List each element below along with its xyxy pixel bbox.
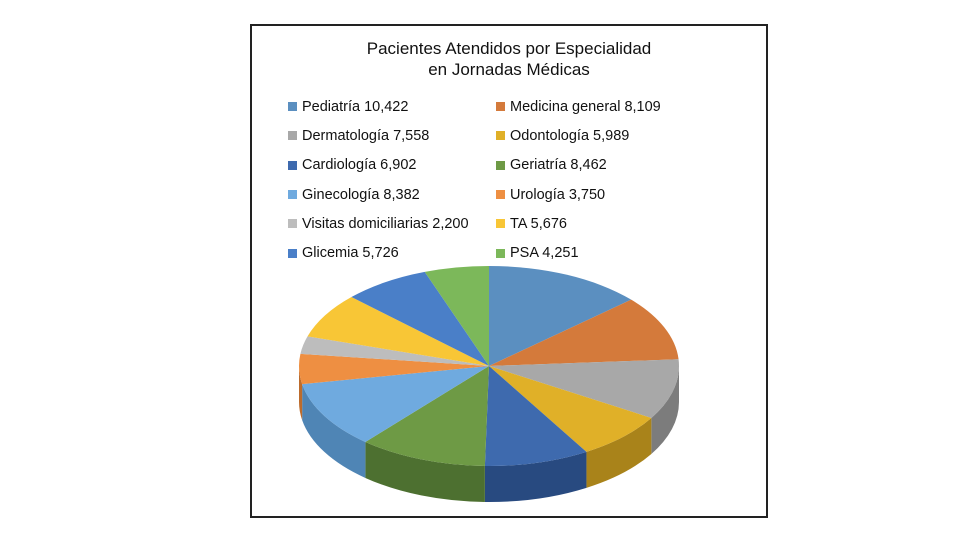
pie-slice-side [302,384,366,478]
pie-slice-side [299,366,303,421]
pie-slice [307,297,489,366]
chart-frame: Pacientes Atendidos por Especialidad en … [250,24,768,518]
legend-item: Cardiología 6,902 [288,151,494,180]
legend-label: Ginecología 8,382 [302,186,420,203]
pie-slice [302,366,489,442]
pie-slice [351,271,489,366]
pie-slice-side [651,366,679,454]
legend-label: Geriatría 8,462 [510,157,607,174]
pie-sides [299,366,679,503]
legend-item: TA 5,676 [496,209,702,238]
legend-swatch [496,102,505,112]
legend-item: Glicemia 5,726 [288,238,494,267]
legend-swatch [496,190,505,200]
legend-item: Urología 3,750 [496,180,702,209]
legend-label: PSA 4,251 [510,245,579,262]
legend-item: Dermatología 7,558 [288,121,494,150]
pie-slice [300,336,489,366]
legend-label: Odontología 5,989 [510,127,630,144]
pie-tops [299,266,679,467]
pie-slice [299,353,489,385]
pie-chart [299,266,679,503]
legend-item: Geriatría 8,462 [496,151,702,180]
legend-swatch [288,190,297,200]
legend-label: Cardiología 6,902 [302,157,417,174]
legend-label: Visitas domiciliarias 2,200 [302,215,469,232]
pie-slice-side [484,451,587,503]
legend-swatch [288,160,297,170]
pie-slice [484,366,587,467]
pie-slice-side [586,417,652,488]
pie-slice [489,266,632,366]
chart-title-line2: en Jornadas Médicas [428,60,590,79]
legend-swatch [496,248,505,258]
legend-label: Urología 3,750 [510,186,606,203]
legend-label: Glicemia 5,726 [302,245,399,262]
legend-label: Medicina general 8,109 [510,98,661,115]
chart-title: Pacientes Atendidos por Especialidad en … [252,38,766,80]
pie-slice [489,366,652,452]
legend-item: Odontología 5,989 [496,121,702,150]
legend-item: Visitas domiciliarias 2,200 [288,209,494,238]
legend-swatch [288,219,297,229]
legend-swatch [496,131,505,141]
legend-swatch [288,102,297,112]
legend-item: PSA 4,251 [496,238,702,267]
pie-slice [489,299,679,366]
legend: Pediatría 10,422 Medicina general 8,109 De… [288,92,728,268]
pie-slice [365,366,489,466]
pie-slice [489,359,679,418]
legend-item: Medicina general 8,109 [496,92,702,121]
legend-swatch [288,131,297,141]
legend-item: Ginecología 8,382 [288,180,494,209]
pie-slice-side [365,441,485,502]
legend-label: Dermatología 7,558 [302,127,430,144]
legend-label: TA 5,676 [510,215,567,232]
legend-swatch [496,160,505,170]
legend-label: Pediatría 10,422 [302,98,409,115]
chart-title-line1: Pacientes Atendidos por Especialidad [366,39,652,58]
pie-slice [424,266,489,366]
legend-swatch [288,248,297,258]
legend-item: Pediatría 10,422 [288,92,494,121]
legend-swatch [496,219,505,229]
